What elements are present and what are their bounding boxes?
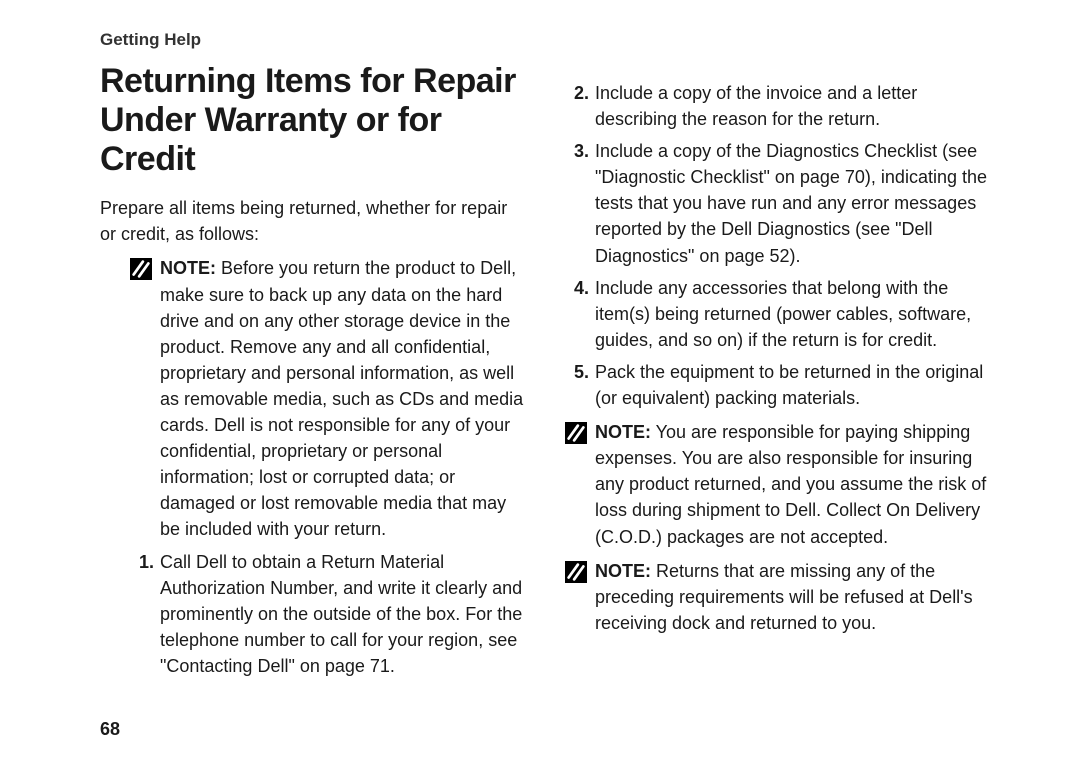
step-text: Pack the equipment to be returned in the…: [595, 359, 990, 411]
note-icon: [565, 561, 587, 583]
step-number: 1.: [130, 549, 154, 575]
step-number: 3.: [565, 138, 589, 164]
step-text: Include a copy of the invoice and a lett…: [595, 80, 990, 132]
step-3: 3. Include a copy of the Diagnostics Che…: [565, 138, 990, 268]
note-body: Before you return the product to Dell, m…: [160, 258, 523, 539]
note-icon: [130, 258, 152, 280]
step-text: Call Dell to obtain a Return Material Au…: [160, 549, 525, 679]
page-title: Returning Items for Repair Under Warrant…: [100, 62, 525, 179]
step-text: Include any accessories that belong with…: [595, 275, 990, 353]
note-icon: [565, 422, 587, 444]
right-column: 2. Include a copy of the invoice and a l…: [565, 56, 990, 685]
step-4: 4. Include any accessories that belong w…: [565, 275, 990, 353]
note-text: NOTE: Returns that are missing any of th…: [595, 558, 990, 636]
left-column: Returning Items for Repair Under Warrant…: [100, 56, 525, 685]
note-body: You are responsible for paying shipping …: [595, 422, 986, 546]
step-2: 2. Include a copy of the invoice and a l…: [565, 80, 990, 132]
document-page: Getting Help Returning Items for Repair …: [0, 0, 1080, 766]
note-label: NOTE:: [160, 258, 216, 278]
note-backup-data: NOTE: Before you return the product to D…: [100, 255, 525, 542]
section-header: Getting Help: [100, 30, 990, 50]
note-shipping: NOTE: You are responsible for paying shi…: [565, 419, 990, 549]
note-label: NOTE:: [595, 422, 651, 442]
step-number: 2.: [565, 80, 589, 106]
step-text: Include a copy of the Diagnostics Checkl…: [595, 138, 990, 268]
note-refused-returns: NOTE: Returns that are missing any of th…: [565, 558, 990, 636]
note-text: NOTE: Before you return the product to D…: [160, 255, 525, 542]
step-1: 1. Call Dell to obtain a Return Material…: [100, 549, 525, 679]
note-text: NOTE: You are responsible for paying shi…: [595, 419, 990, 549]
step-5: 5. Pack the equipment to be returned in …: [565, 359, 990, 411]
step-number: 5.: [565, 359, 589, 385]
page-number: 68: [100, 719, 120, 740]
note-label: NOTE:: [595, 561, 651, 581]
two-column-layout: Returning Items for Repair Under Warrant…: [100, 56, 990, 685]
step-number: 4.: [565, 275, 589, 301]
note-body: Returns that are missing any of the prec…: [595, 561, 973, 633]
intro-paragraph: Prepare all items being returned, whethe…: [100, 195, 525, 247]
